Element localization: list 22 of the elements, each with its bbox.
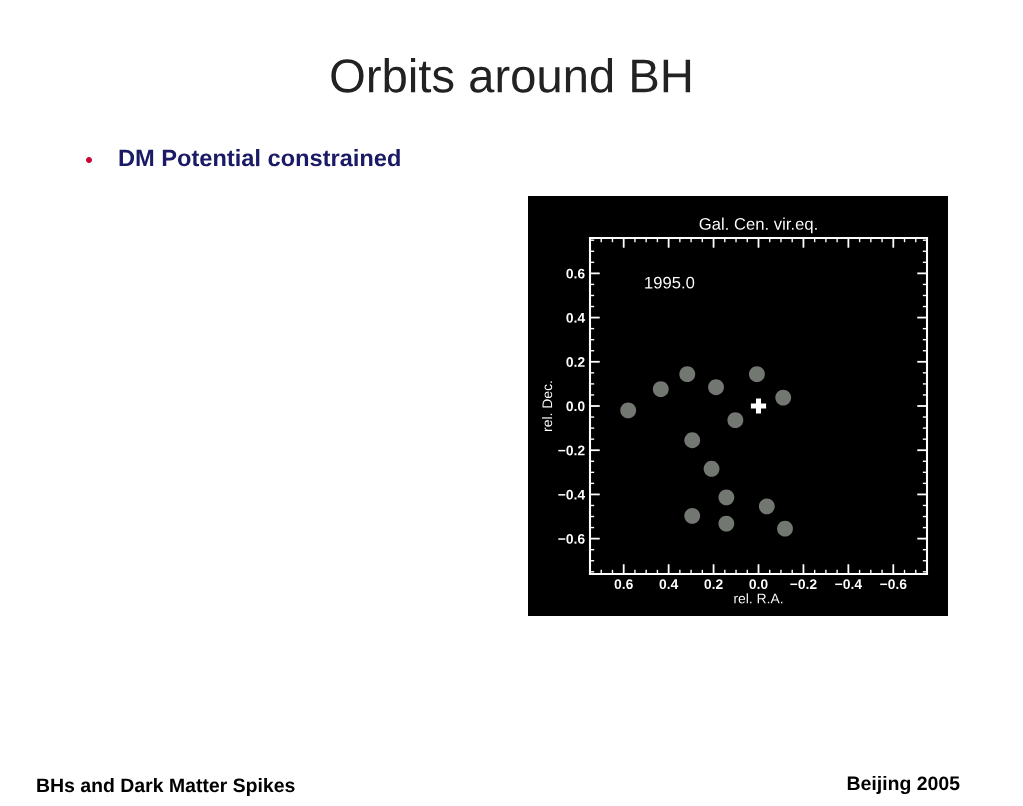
x-tick-label: 0.2 bbox=[704, 579, 723, 590]
y-tick-label: 0.4 bbox=[566, 312, 586, 323]
y-tick-label: −0.4 bbox=[558, 489, 586, 500]
x-tick-label: −0.6 bbox=[880, 579, 907, 590]
x-tick-label: 0.6 bbox=[614, 579, 633, 590]
y-tick-label: −0.2 bbox=[558, 445, 585, 456]
chart-title: Gal. Cen. vir.eq. bbox=[699, 217, 817, 234]
text: DM Potential constrained bbox=[119, 149, 400, 167]
x-axis-title: rel. R.A. bbox=[734, 593, 783, 604]
x-tick-label: −0.2 bbox=[790, 579, 817, 590]
y-tick-label: 0.0 bbox=[566, 401, 585, 412]
y-tick-label: −0.6 bbox=[558, 533, 585, 544]
x-tick-label: 0.0 bbox=[749, 579, 768, 590]
annotation: 1995.0 bbox=[645, 276, 695, 289]
text: Orbits around BH bbox=[331, 57, 691, 93]
y-tick-label: 0.6 bbox=[566, 268, 585, 279]
text: BHs and Dark Matter Spikes bbox=[37, 777, 295, 797]
y-tick-label: 0.2 bbox=[566, 357, 585, 367]
x-tick-label: −0.4 bbox=[835, 579, 862, 590]
text: Beijing 2005 bbox=[847, 775, 960, 795]
y-axis-title: rel. Dec. bbox=[542, 381, 553, 431]
x-tick-label: 0.4 bbox=[659, 579, 679, 590]
